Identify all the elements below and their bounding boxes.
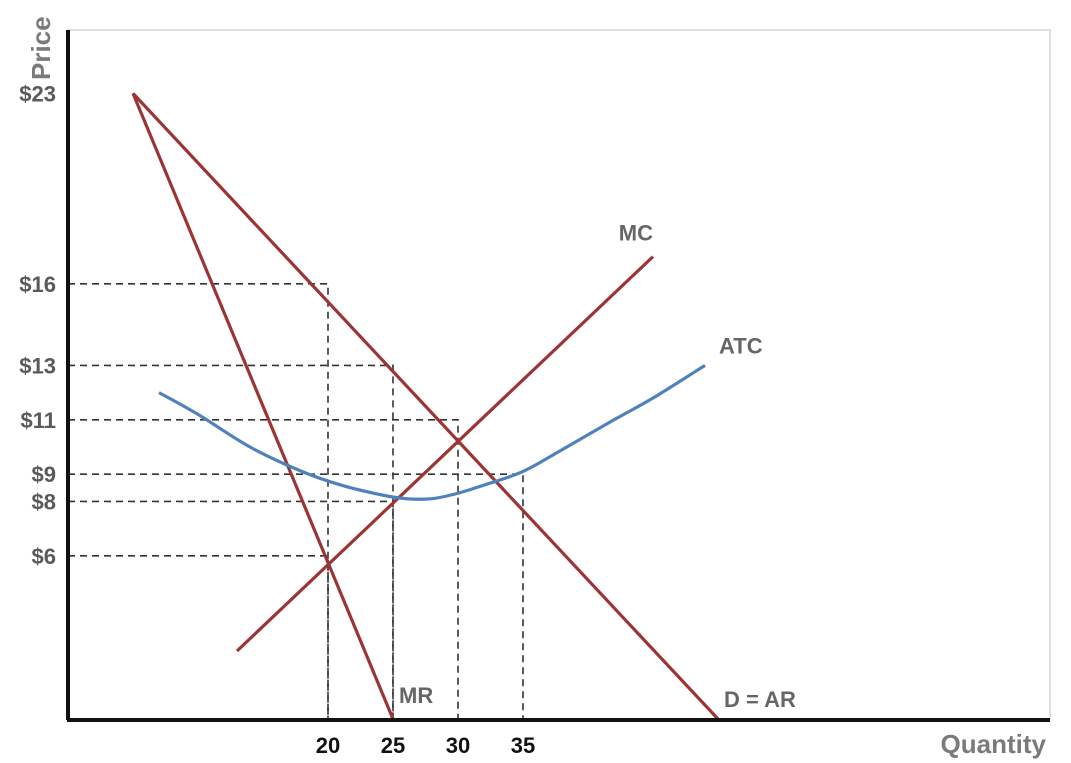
- reference-line-0: [68, 282, 329, 719]
- y-tick-label: $9: [32, 462, 56, 487]
- reference-lines: [68, 282, 524, 719]
- y-tick-label: $11: [21, 408, 57, 433]
- series-labels: D = AR MR MC ATC: [399, 221, 796, 712]
- x-tick-label: 25: [381, 733, 405, 758]
- y-tick-label: $13: [19, 353, 56, 378]
- reference-line-3: [68, 473, 524, 719]
- reference-line-4: [68, 500, 394, 719]
- series-mc-line: [235, 255, 655, 653]
- series-layer: [131, 92, 720, 721]
- tick-labels: $23 $16 $13 $11 $9$8 $6 20 25 30 35: [19, 81, 535, 758]
- series-mr-line: [131, 92, 395, 720]
- y-tick-label: $16: [19, 272, 56, 297]
- plot-area: [67, 29, 1051, 721]
- x-tick-label: 35: [511, 733, 535, 758]
- y-tick-label: $8: [32, 489, 56, 514]
- series-d-ar-line: [131, 92, 720, 721]
- series-label-atc: ATC: [719, 333, 763, 358]
- series-label-d-ar: D = AR: [724, 687, 796, 712]
- y-tick-label: $6: [32, 544, 56, 569]
- x-axis-title: Quantity: [941, 729, 1047, 759]
- y-tick-label: $23: [19, 81, 56, 106]
- reference-line-5: [68, 554, 329, 719]
- reference-line-1: [68, 364, 394, 719]
- axes: [66, 30, 1050, 722]
- series-label-mc: MC: [619, 221, 653, 246]
- reference-line-2: [68, 418, 459, 719]
- series-atc-line: [158, 364, 706, 501]
- y-axis-title: Price: [26, 16, 56, 80]
- x-tick-label: 20: [316, 733, 340, 758]
- x-tick-label: 30: [446, 733, 470, 758]
- series-label-mr: MR: [399, 683, 433, 708]
